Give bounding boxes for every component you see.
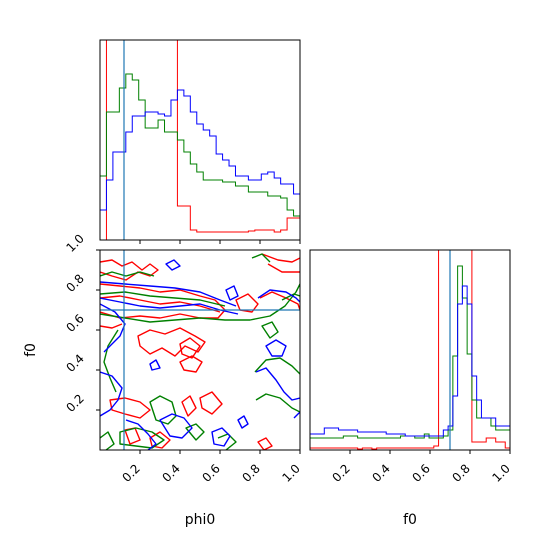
contour-line <box>165 259 181 271</box>
contour-line <box>100 291 226 307</box>
contour-line <box>137 327 206 357</box>
f0-histogram-steps <box>310 250 510 450</box>
contour-line <box>125 419 157 450</box>
contour-line <box>179 355 203 373</box>
contour-line <box>217 433 237 450</box>
contour-line <box>100 271 155 277</box>
x-axis-label-phi0: phi0 <box>185 512 216 528</box>
contour-line <box>261 253 300 263</box>
contour-line <box>149 431 171 449</box>
y-tick-label: 0.4 <box>63 351 86 374</box>
contour-line <box>159 413 193 439</box>
y-tick-label: 0.2 <box>63 391 86 414</box>
y-axis-label-f0: f0 <box>23 343 39 357</box>
f0-hist-series-0 <box>310 250 510 450</box>
x-tick-label: 1.0 <box>279 461 302 484</box>
phi0-histogram-frame <box>99 39 301 241</box>
contour-line <box>100 371 123 417</box>
contour-line <box>257 289 300 303</box>
contour-line <box>237 415 249 429</box>
contour-line <box>255 367 300 401</box>
phi0-hist-series-1 <box>100 73 300 217</box>
contour-line <box>100 297 239 315</box>
contour-line <box>100 259 159 281</box>
f0-hist-series-1 <box>310 265 510 439</box>
contour-line <box>293 411 300 419</box>
phi0-histogram-panel <box>99 39 301 244</box>
contour-line <box>100 281 237 307</box>
f0-histogram-panel: 0.2 0.4 0.6 0.8 1.0 <box>309 249 513 485</box>
f0-histogram-frame <box>309 249 511 451</box>
contour-line <box>267 263 300 273</box>
contour-line <box>255 393 300 413</box>
contour-line <box>181 395 197 417</box>
phi0-f0-contour-panel: 0.2 0.2 0.4 0.4 0.6 0.6 0.8 0.8 1.0 1.0 <box>63 231 302 484</box>
x-tick-label: 0.8 <box>239 461 262 484</box>
y-tick-label: 0.8 <box>63 271 86 294</box>
x-tick-label: 0.4 <box>159 461 182 484</box>
phi0-f0-contours <box>100 253 300 450</box>
contour-line <box>281 293 300 301</box>
contour-line <box>103 329 119 393</box>
contour-panel-frame <box>99 249 301 451</box>
x-tick-label: 0.4 <box>369 461 392 484</box>
contour-line <box>100 323 123 329</box>
phi0-histogram-steps <box>100 40 300 240</box>
x-tick-label: 1.0 <box>489 461 512 484</box>
contour-line <box>254 357 300 375</box>
contour-line <box>100 283 300 323</box>
contour-line <box>199 391 223 415</box>
x-axis-label-f0: f0 <box>403 512 417 528</box>
contour-line <box>100 303 126 353</box>
contour-line <box>179 337 201 359</box>
contour-line <box>100 431 115 450</box>
contour-line <box>119 427 165 449</box>
contour-line <box>185 423 205 441</box>
phi0-hist-series-0 <box>100 40 300 240</box>
contour-line <box>257 437 273 450</box>
contour-line <box>251 253 271 263</box>
contour-line <box>265 339 287 357</box>
contour-panel-ticks: 0.2 0.2 0.4 0.4 0.6 0.6 0.8 0.8 1.0 1.0 <box>63 231 302 484</box>
contour-line <box>225 285 239 301</box>
x-tick-label: 0.2 <box>329 461 352 484</box>
phi0-histogram-ticks <box>139 240 301 244</box>
contour-line <box>211 427 231 447</box>
x-tick-label: 0.6 <box>199 461 222 484</box>
contour-line <box>149 359 161 371</box>
contour-line <box>261 321 279 339</box>
x-tick-label: 0.6 <box>409 461 432 484</box>
phi0-hist-series-2 <box>100 89 300 211</box>
f0-hist-series-2 <box>310 285 510 437</box>
x-tick-label: 0.2 <box>119 461 142 484</box>
contour-line <box>149 395 177 425</box>
contour-line <box>100 295 221 313</box>
contour-line <box>235 293 259 313</box>
y-tick-label: 1.0 <box>63 231 86 254</box>
y-tick-label: 0.6 <box>63 311 86 334</box>
f0-histogram-ticks: 0.2 0.4 0.6 0.8 1.0 <box>329 450 513 485</box>
x-tick-label: 0.8 <box>449 461 472 484</box>
contour-line <box>109 397 151 419</box>
